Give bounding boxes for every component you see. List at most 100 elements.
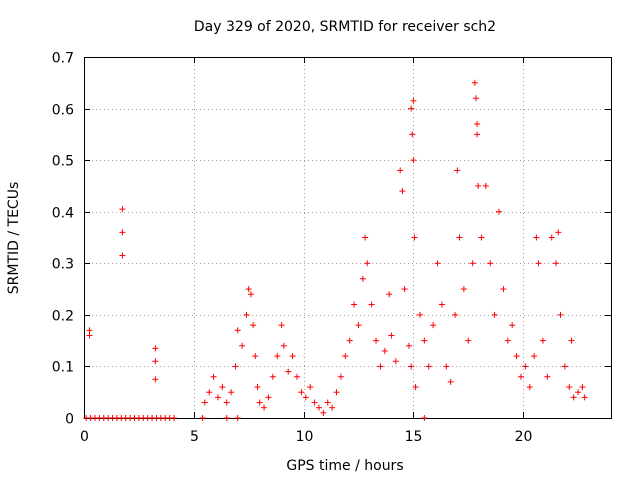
- data-point: [412, 384, 419, 391]
- data-point: [408, 363, 415, 370]
- data-point: [500, 286, 507, 293]
- data-point: [86, 332, 93, 339]
- data-point: [496, 208, 503, 215]
- data-point: [274, 353, 281, 360]
- data-point: [329, 404, 336, 411]
- data-point: [261, 404, 268, 411]
- data-point: [443, 363, 450, 370]
- data-point: [399, 188, 406, 195]
- x-tick-label: 20: [515, 429, 533, 445]
- data-point: [223, 399, 230, 406]
- data-point: [421, 415, 428, 421]
- data-point: [548, 234, 555, 241]
- data-point: [475, 182, 482, 189]
- data-point: [152, 358, 159, 365]
- data-point: [471, 79, 478, 86]
- data-point: [397, 167, 404, 174]
- data-point: [487, 260, 494, 267]
- data-point: [346, 337, 353, 344]
- data-point: [504, 337, 511, 344]
- data-point: [438, 301, 445, 308]
- data-point: [342, 353, 349, 360]
- data-point: [452, 311, 459, 318]
- data-point: [465, 337, 472, 344]
- data-point: [474, 121, 481, 128]
- data-point: [544, 373, 551, 380]
- data-point: [460, 286, 467, 293]
- data-point: [324, 399, 331, 406]
- data-point: [509, 322, 516, 329]
- data-point: [561, 363, 568, 370]
- data-point: [333, 389, 340, 396]
- data-point: [454, 167, 461, 174]
- data-point: [311, 399, 318, 406]
- data-point: [539, 337, 546, 344]
- data-point: [206, 389, 213, 396]
- data-point: [425, 363, 432, 370]
- data-point: [381, 347, 388, 354]
- plot-frame: [84, 57, 612, 419]
- x-tick-label: 0: [80, 429, 89, 445]
- data-points: [83, 79, 588, 421]
- tick-labels: 0 0.1 0.2 0.3 0.4 0.5 0.6 0.7 0 5 10 15 20: [52, 51, 533, 446]
- data-point: [247, 291, 254, 298]
- data-point: [293, 373, 300, 380]
- data-point: [289, 353, 296, 360]
- data-point: [355, 322, 362, 329]
- data-point: [368, 301, 375, 308]
- data-point: [557, 311, 564, 318]
- data-point: [254, 384, 261, 391]
- data-point: [234, 415, 241, 421]
- y-tick-label: 0.4: [52, 206, 74, 222]
- y-tick-label: 0.6: [52, 103, 74, 119]
- data-point: [278, 322, 285, 329]
- data-point: [228, 389, 235, 396]
- data-point: [566, 384, 573, 391]
- y-axis-label: SRMTID / TECUs: [6, 182, 22, 295]
- data-point: [232, 363, 239, 370]
- data-point: [392, 358, 399, 365]
- data-point: [152, 345, 159, 352]
- y-tick-label: 0.5: [52, 154, 74, 170]
- y-tick-label: 0.2: [52, 309, 74, 325]
- data-point: [315, 404, 322, 411]
- data-point: [199, 415, 206, 421]
- data-point: [526, 384, 533, 391]
- data-point: [373, 337, 380, 344]
- data-point: [351, 301, 358, 308]
- data-point: [119, 229, 126, 236]
- data-point: [280, 342, 287, 349]
- data-point: [320, 409, 327, 416]
- data-point: [239, 342, 246, 349]
- data-point: [219, 384, 226, 391]
- data-point: [269, 373, 276, 380]
- data-point: [405, 342, 412, 349]
- data-point: [513, 353, 520, 360]
- x-tick-label: 5: [190, 429, 199, 445]
- y-tick-label: 0.7: [52, 51, 74, 67]
- grid-lines: [84, 57, 611, 418]
- data-point: [362, 234, 369, 241]
- data-point: [408, 105, 415, 112]
- data-point: [285, 368, 292, 375]
- data-point: [243, 311, 250, 318]
- data-point: [570, 394, 577, 401]
- data-point: [482, 182, 489, 189]
- data-point: [256, 399, 263, 406]
- data-point: [401, 286, 408, 293]
- data-point: [234, 327, 241, 334]
- data-point: [456, 234, 463, 241]
- data-point: [337, 373, 344, 380]
- data-point: [531, 353, 538, 360]
- data-point: [474, 131, 481, 138]
- data-point: [517, 373, 524, 380]
- data-point: [522, 363, 529, 370]
- x-tick-label: 10: [296, 429, 314, 445]
- data-point: [223, 415, 230, 421]
- data-point: [214, 394, 221, 401]
- data-point: [555, 229, 562, 236]
- data-point: [575, 389, 582, 396]
- data-point: [265, 394, 272, 401]
- data-point: [447, 378, 454, 385]
